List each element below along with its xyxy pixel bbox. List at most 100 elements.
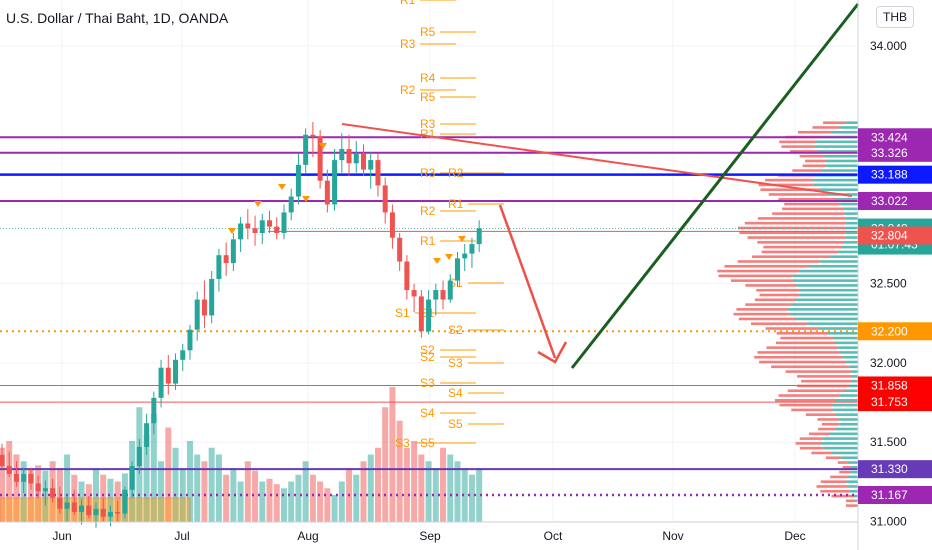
candles: [0, 122, 482, 528]
volume-bar: [244, 461, 251, 522]
profile-bar-up: [845, 121, 858, 124]
volume-bar: [215, 454, 222, 522]
pivot-label: R2: [420, 204, 436, 218]
volume-bar: [338, 481, 345, 522]
x-tick-label: Dec: [784, 529, 805, 543]
profile-bar-up: [788, 312, 858, 316]
profile-bar-up: [826, 159, 858, 163]
profile-bar-down: [830, 475, 848, 479]
profile-bar-down: [837, 461, 848, 464]
candle-body: [454, 258, 460, 281]
candle-body: [93, 508, 99, 516]
volume-bar: [418, 454, 425, 522]
volume-bar: [237, 481, 244, 522]
profile-bar-up: [837, 346, 858, 349]
candle-body: [230, 239, 236, 264]
profile-bar-down: [817, 418, 839, 421]
candle-body: [476, 228, 482, 245]
profile-bar-down: [757, 241, 844, 244]
profile-bar-down: [747, 236, 846, 239]
profile-bar-up: [835, 399, 858, 402]
profile-bar-up: [851, 375, 858, 378]
volume-bar: [411, 441, 418, 522]
candle-body: [353, 153, 359, 164]
profile-bar-down: [781, 145, 815, 148]
candle-body: [469, 244, 475, 254]
profile-bar-down: [757, 217, 846, 220]
volume-bar: [353, 474, 360, 522]
volume-bar: [158, 461, 165, 522]
candle-body: [324, 180, 330, 205]
profile-bar-down: [805, 159, 827, 163]
candle-body: [433, 290, 439, 300]
candle-body: [267, 220, 273, 227]
volume-bar: [389, 387, 396, 522]
volume-bar: [179, 468, 186, 522]
volume-bar: [280, 488, 287, 522]
profile-bar-up: [813, 183, 858, 187]
profile-bar-up: [847, 461, 858, 464]
profile-bar-down: [846, 504, 857, 507]
candle-body: [440, 290, 446, 300]
volume-bar: [360, 461, 367, 522]
candle-body: [397, 237, 403, 262]
profile-bar-up: [818, 327, 858, 330]
arrow-head-icon: [537, 341, 568, 364]
currency-button[interactable]: THB: [876, 6, 914, 28]
candle-body: [375, 160, 381, 186]
candle-body: [382, 185, 388, 213]
profile-bar-up: [832, 408, 858, 412]
pivot-label: S3: [448, 356, 463, 370]
profile-bar-down: [775, 341, 836, 345]
volume-bar: [13, 454, 20, 522]
volume-bar: [461, 468, 468, 522]
price-label-box: [858, 128, 932, 147]
profile-bar-down: [733, 312, 789, 316]
volume-bar: [6, 441, 13, 522]
profile-bar-down: [768, 193, 828, 196]
volume-bar: [367, 454, 374, 522]
price-label-box: [858, 143, 932, 162]
volume-bar: [382, 407, 389, 522]
profile-bar-up: [845, 236, 858, 239]
profile-bar-up: [831, 451, 858, 455]
volume-bar: [0, 447, 5, 522]
x-tick-label: Jul: [174, 529, 189, 543]
volume-bar: [259, 481, 266, 522]
pivot-label: S2: [448, 323, 463, 337]
volume-bar: [309, 474, 316, 522]
profile-bar-down: [823, 121, 846, 124]
profile-bar-up: [839, 126, 858, 129]
candle-body: [310, 134, 316, 137]
profile-bar-down: [759, 360, 846, 364]
volume-bar: [201, 461, 208, 522]
profile-bar-down: [765, 178, 813, 182]
pivot-label: S4: [448, 386, 463, 400]
profile-bar-up: [799, 269, 858, 273]
pivot-label: S1: [395, 306, 410, 320]
profile-bar-down: [780, 336, 833, 340]
profile-bar-down: [766, 346, 838, 349]
candle-body: [209, 278, 215, 316]
candle-body: [165, 367, 171, 384]
price-label-box: [858, 460, 932, 479]
price-label-value: 32.804: [871, 229, 908, 243]
profile-bar-up: [845, 221, 858, 225]
volume-bar: [107, 478, 114, 522]
candle-body: [6, 465, 12, 474]
pivot-label: R1: [420, 234, 436, 248]
profile-bar-down: [812, 126, 840, 129]
profile-bar-up: [840, 202, 858, 206]
price-label-box: [858, 376, 932, 395]
profile-bar-down: [811, 451, 832, 455]
profile-bar-down: [760, 188, 820, 191]
marker-triangle: [319, 143, 327, 149]
price-label-value: 33.188: [871, 168, 908, 182]
projection-arrow: [498, 204, 557, 359]
candle-body: [201, 299, 207, 316]
profile-bar-up: [793, 279, 858, 282]
profile-bar-down: [839, 470, 851, 474]
price-labels: 33.42433.32633.18833.02232.84801:07:4332…: [858, 128, 932, 504]
candle-body: [115, 511, 121, 514]
